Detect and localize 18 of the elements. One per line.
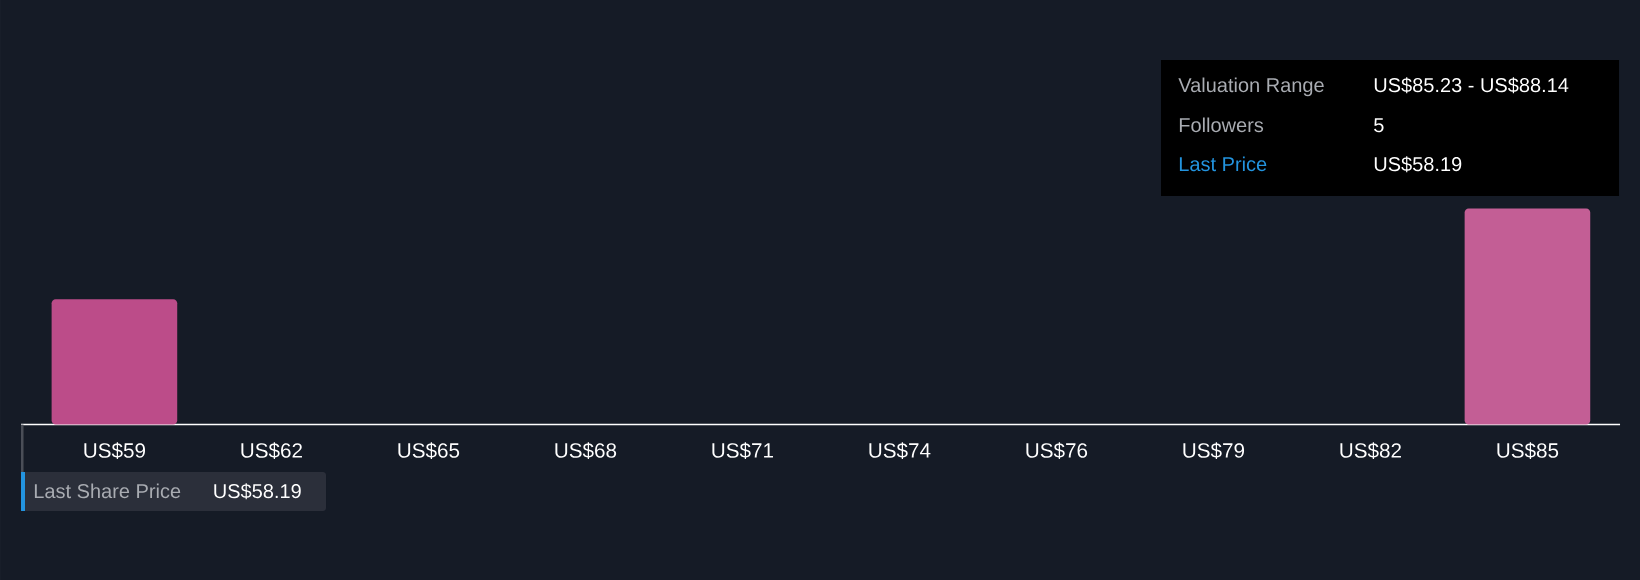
text: US$58.19 [1374, 156, 1462, 173]
text: US$85.23 - US$88.14 [1374, 77, 1569, 94]
x-tick-label: US$76 [1026, 442, 1088, 460]
x-tick-label: US$65 [398, 442, 460, 460]
text: 5 [1374, 118, 1384, 133]
text: Valuation Range [1178, 77, 1324, 97]
text: Followers [1179, 117, 1264, 133]
x-tick-label: US$71 [712, 442, 773, 460]
x-tick-label: US$74 [869, 442, 931, 460]
text: Last Price [1179, 156, 1267, 172]
text: Last Share Price [34, 483, 181, 499]
x-tick-label: US$68 [555, 442, 617, 460]
x-tick-label: US$79 [1183, 442, 1245, 460]
x-tick-label: US$82 [1340, 442, 1401, 460]
x-tick-label: US$59 [84, 442, 146, 460]
x-tick-label: US$85 [1497, 442, 1559, 460]
text: US$58.19 [214, 483, 301, 500]
x-tick-label: US$62 [241, 442, 302, 460]
